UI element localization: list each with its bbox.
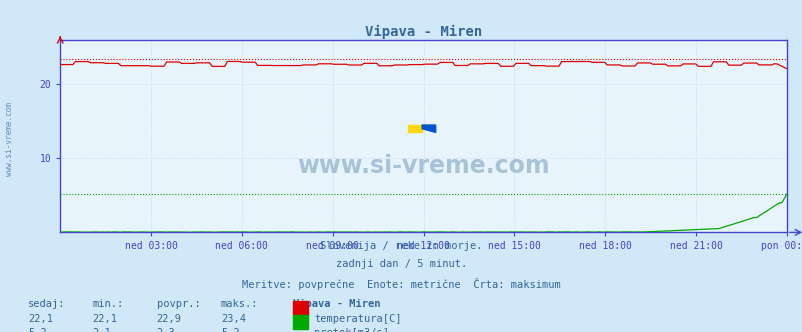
Text: sedaj:: sedaj: (28, 299, 66, 309)
Text: 2,3: 2,3 (156, 328, 175, 332)
Text: povpr.:: povpr.: (156, 299, 200, 309)
Text: min.:: min.: (92, 299, 124, 309)
Text: 5,2: 5,2 (221, 328, 239, 332)
Text: 23,4: 23,4 (221, 314, 245, 324)
Text: 22,1: 22,1 (92, 314, 117, 324)
Text: Vipava - Miren: Vipava - Miren (293, 299, 380, 309)
Text: zadnji dan / 5 minut.: zadnji dan / 5 minut. (335, 260, 467, 270)
Polygon shape (422, 125, 435, 132)
Bar (408, 125, 422, 132)
Text: Meritve: povprečne  Enote: metrične  Črta: maksimum: Meritve: povprečne Enote: metrične Črta:… (242, 278, 560, 290)
Text: 5,2: 5,2 (28, 328, 47, 332)
Text: 22,9: 22,9 (156, 314, 181, 324)
Bar (293, 315, 307, 329)
Text: www.si-vreme.com: www.si-vreme.com (297, 154, 549, 178)
Title: Vipava - Miren: Vipava - Miren (364, 25, 482, 39)
Text: pretok[m3/s]: pretok[m3/s] (314, 328, 388, 332)
Bar (293, 301, 307, 315)
Text: temperatura[C]: temperatura[C] (314, 314, 401, 324)
Text: Slovenija / reke in morje.: Slovenija / reke in morje. (320, 241, 482, 251)
Text: www.si-vreme.com: www.si-vreme.com (5, 103, 14, 176)
Text: 2,1: 2,1 (92, 328, 111, 332)
Text: 22,1: 22,1 (28, 314, 53, 324)
Text: maks.:: maks.: (221, 299, 258, 309)
